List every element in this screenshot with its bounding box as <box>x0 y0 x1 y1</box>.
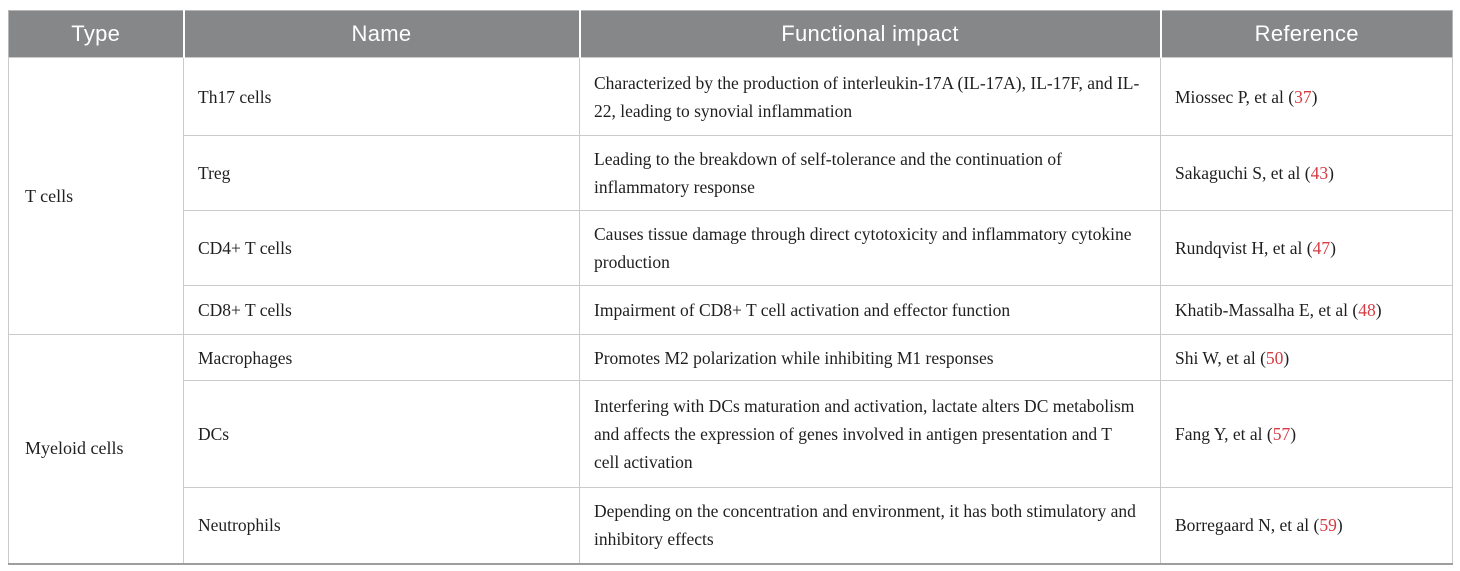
cell-name: Treg <box>183 135 580 211</box>
table-row: CD8+ T cells Impairment of CD8+ T cell a… <box>9 285 1453 335</box>
citation-number-link[interactable]: 48 <box>1358 300 1376 320</box>
immune-cell-table-container: Type Name Functional impact Reference T … <box>8 10 1453 565</box>
functional-impact-text: Impairment of CD8+ T cell activation and… <box>579 285 1161 335</box>
reference-cell: Shi W, et al (50) <box>1160 334 1453 381</box>
column-header-reference: Reference <box>1159 10 1453 58</box>
reference-cell: Khatib-Massalha E, et al (48) <box>1160 285 1453 335</box>
reference-cell: Rundqvist H, et al (47) <box>1160 210 1453 286</box>
reference-author: Shi W, et al ( <box>1175 347 1266 368</box>
reference-close-paren: ) <box>1375 300 1382 320</box>
immune-cell-lactate-impact-table: Type Name Functional impact Reference T … <box>8 10 1453 565</box>
reference-close-paren: ) <box>1330 238 1336 258</box>
reference-cell: Sakaguchi S, et al (43) <box>1160 135 1453 211</box>
reference-author: Rundqvist H, et al ( <box>1175 238 1313 258</box>
reference-close-paren: ) <box>1336 515 1343 536</box>
reference-cell: Fang Y, et al (57) <box>1160 380 1453 488</box>
reference-author: Sakaguchi S, et al ( <box>1175 163 1311 183</box>
table-row: Treg Leading to the breakdown of self-to… <box>9 135 1453 211</box>
type-group-t-cells: T cells <box>8 57 184 335</box>
reference-close-paren: ) <box>1328 163 1334 183</box>
reference-cell: Miossec P, et al (37) <box>1160 57 1453 136</box>
cell-name: Th17 cells <box>183 57 580 136</box>
table-row: Neutrophils Depending on the concentrati… <box>9 487 1453 564</box>
table-row: Myeloid cells Macrophages Promotes M2 po… <box>8 334 1453 564</box>
table-row: T cells Th17 cells Characterized by the … <box>8 57 1453 335</box>
table-header-row: Type Name Functional impact Reference <box>8 10 1453 58</box>
column-header-name: Name <box>182 10 580 58</box>
table-row: DCs Interfering with DCs maturation and … <box>9 380 1453 488</box>
functional-impact-text: Causes tissue damage through direct cyto… <box>579 210 1161 286</box>
cell-name: DCs <box>183 380 580 488</box>
cell-name: CD8+ T cells <box>183 285 580 335</box>
functional-impact-text: Promotes M2 polarization while inhibitin… <box>579 334 1161 381</box>
reference-cell: Borregaard N, et al (59) <box>1160 487 1453 564</box>
functional-impact-text: Characterized by the production of inter… <box>579 57 1161 136</box>
reference-close-paren: ) <box>1311 86 1318 107</box>
citation-number-link[interactable]: 50 <box>1265 347 1284 368</box>
cell-name: Neutrophils <box>183 487 580 564</box>
column-header-functional-impact: Functional impact <box>578 10 1161 58</box>
citation-number-link[interactable]: 37 <box>1294 86 1312 107</box>
column-header-type: Type <box>8 10 184 58</box>
reference-author: Khatib-Massalha E, et al ( <box>1175 300 1359 320</box>
type-group-myeloid-cells: Myeloid cells <box>8 334 184 564</box>
citation-number-link[interactable]: 43 <box>1310 163 1329 183</box>
reference-close-paren: ) <box>1290 424 1297 444</box>
citation-number-link[interactable]: 59 <box>1319 515 1337 536</box>
reference-author: Miossec P, et al ( <box>1175 86 1295 107</box>
functional-impact-text: Interfering with DCs maturation and acti… <box>579 380 1161 488</box>
functional-impact-text: Depending on the concentration and envir… <box>579 487 1161 564</box>
citation-number-link[interactable]: 47 <box>1312 238 1331 258</box>
citation-number-link[interactable]: 57 <box>1272 424 1291 444</box>
reference-close-paren: ) <box>1283 347 1290 368</box>
reference-author: Borregaard N, et al ( <box>1175 515 1320 536</box>
cell-name: CD4+ T cells <box>183 210 580 286</box>
table-row: CD4+ T cells Causes tissue damage throug… <box>9 210 1453 286</box>
cell-name: Macrophages <box>183 334 580 381</box>
functional-impact-text: Leading to the breakdown of self-toleran… <box>579 135 1161 211</box>
reference-author: Fang Y, et al ( <box>1175 424 1273 444</box>
